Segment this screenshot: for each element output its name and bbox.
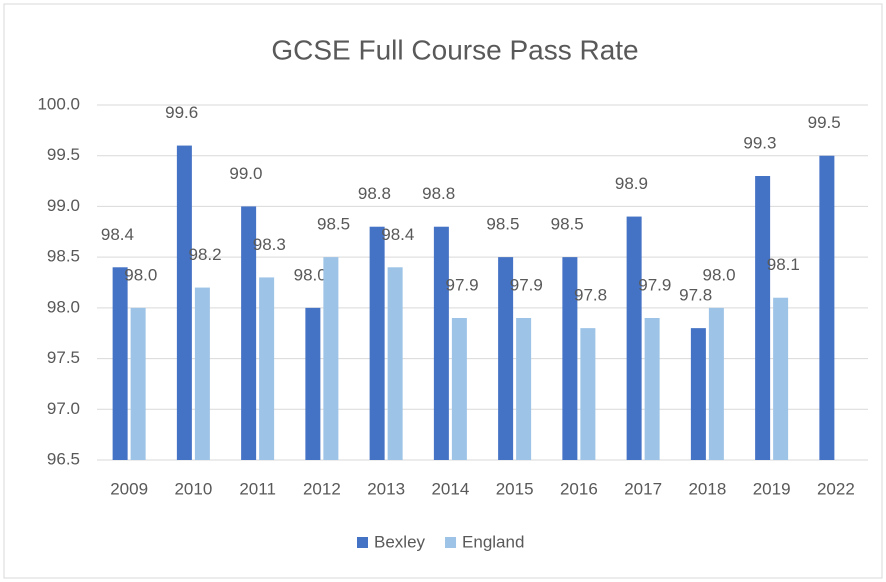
data-label: 98.4 bbox=[381, 225, 414, 244]
x-tick-label: 2012 bbox=[303, 479, 341, 498]
data-label: 98.8 bbox=[358, 184, 391, 203]
data-label: 98.0 bbox=[124, 265, 157, 284]
x-tick-label: 2015 bbox=[496, 479, 534, 498]
bar bbox=[130, 307, 146, 460]
bar bbox=[112, 267, 128, 460]
y-tick-label: 98.5 bbox=[47, 247, 80, 266]
data-label: 98.9 bbox=[615, 174, 648, 193]
data-label: 98.4 bbox=[101, 225, 134, 244]
y-tick-label: 99.5 bbox=[47, 145, 80, 164]
data-label: 98.5 bbox=[317, 215, 350, 234]
data-label: 98.0 bbox=[703, 265, 736, 284]
x-tick-label: 2009 bbox=[110, 479, 148, 498]
y-tick-label: 98.0 bbox=[47, 297, 80, 316]
bar bbox=[644, 318, 660, 460]
data-label: 98.5 bbox=[551, 215, 584, 234]
data-label: 99.5 bbox=[808, 113, 841, 132]
y-tick-label: 99.0 bbox=[47, 196, 80, 215]
data-label: 98.0 bbox=[294, 265, 327, 284]
bar bbox=[562, 257, 578, 460]
data-label: 98.5 bbox=[486, 215, 519, 234]
x-tick-label: 2018 bbox=[688, 479, 726, 498]
y-tick-label: 97.5 bbox=[47, 348, 80, 367]
data-label: 97.8 bbox=[679, 286, 712, 305]
data-label: 99.6 bbox=[165, 103, 198, 122]
data-label: 98.1 bbox=[767, 255, 800, 274]
bar bbox=[305, 307, 321, 460]
bar bbox=[176, 145, 192, 461]
data-label: 97.8 bbox=[574, 286, 607, 305]
bar bbox=[819, 155, 835, 460]
data-label: 97.9 bbox=[510, 275, 543, 294]
bar bbox=[451, 318, 467, 460]
x-tick-label: 2022 bbox=[817, 479, 855, 498]
data-label: 97.9 bbox=[638, 275, 671, 294]
x-tick-label: 2017 bbox=[624, 479, 662, 498]
data-label: 99.0 bbox=[229, 164, 262, 183]
x-tick-label: 2013 bbox=[367, 479, 405, 498]
bar bbox=[194, 287, 210, 460]
bar bbox=[241, 206, 257, 460]
bar bbox=[323, 257, 339, 460]
bar bbox=[580, 328, 596, 460]
bar bbox=[433, 226, 449, 460]
legend-label: England bbox=[462, 532, 524, 551]
x-tick-label: 2014 bbox=[431, 479, 469, 498]
x-tick-label: 2016 bbox=[560, 479, 598, 498]
data-label: 97.9 bbox=[446, 275, 479, 294]
y-tick-label: 97.0 bbox=[47, 399, 80, 418]
bar bbox=[626, 216, 642, 460]
data-label: 98.8 bbox=[422, 184, 455, 203]
bar bbox=[387, 267, 403, 460]
legend-swatch bbox=[357, 537, 368, 548]
data-label: 99.3 bbox=[743, 133, 776, 152]
bar bbox=[498, 257, 514, 460]
bar bbox=[516, 318, 532, 460]
data-label: 98.2 bbox=[189, 245, 222, 264]
legend-swatch bbox=[445, 537, 457, 548]
bar bbox=[755, 176, 771, 460]
data-label: 98.3 bbox=[253, 235, 286, 254]
legend-label: Bexley bbox=[374, 532, 426, 551]
x-tick-label: 2019 bbox=[753, 479, 791, 498]
x-tick-label: 2011 bbox=[239, 479, 276, 498]
y-tick-label: 96.5 bbox=[47, 449, 80, 468]
bar bbox=[773, 297, 789, 460]
bar bbox=[369, 226, 385, 460]
x-tick-label: 2010 bbox=[174, 479, 212, 498]
chart-title: GCSE Full Course Pass Rate bbox=[271, 34, 638, 65]
y-tick-label: 100.0 bbox=[37, 94, 80, 113]
bar bbox=[259, 277, 275, 460]
bar bbox=[690, 328, 706, 460]
bar bbox=[708, 307, 724, 460]
